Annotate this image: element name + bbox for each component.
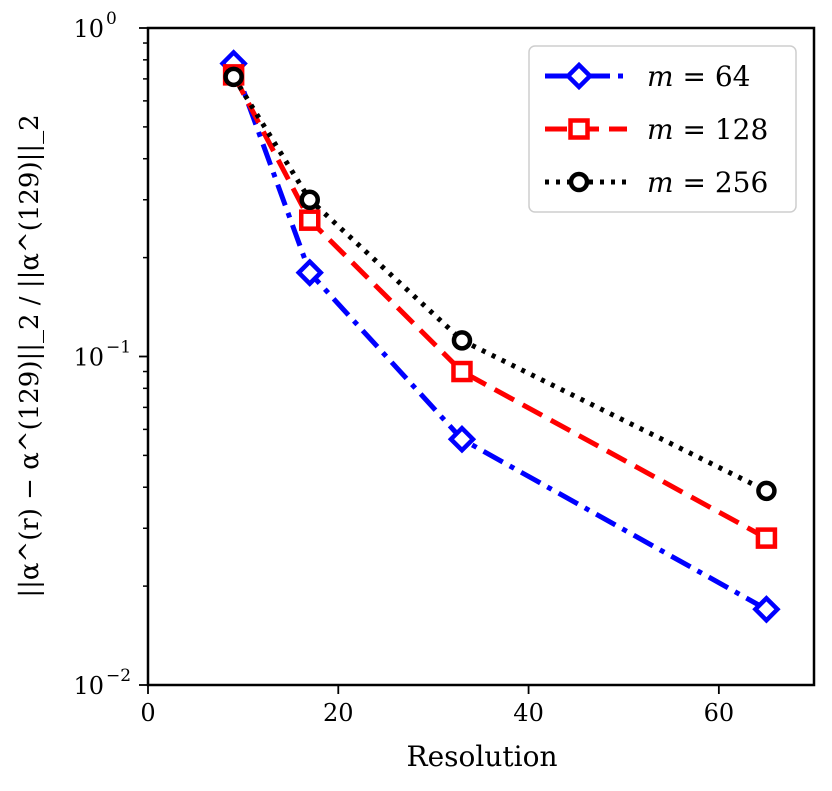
legend-marker-2	[568, 171, 590, 193]
data-point-0	[295, 258, 324, 287]
data-point-1	[298, 209, 321, 231]
legend-box	[528, 45, 797, 213]
legend-marker-0	[564, 61, 594, 91]
series-line-1	[231, 73, 768, 541]
data-point-0	[447, 425, 477, 454]
y-tick-label: 10	[73, 344, 104, 372]
legend-label-0: m = 64	[647, 60, 750, 93]
x-tick-label: 40	[513, 699, 544, 727]
plot-frame	[146, 26, 816, 687]
x-axis-label: Resolution	[407, 740, 558, 773]
data-point-2	[756, 480, 777, 502]
x-tick-label: 20	[323, 699, 354, 727]
data-point-1	[451, 360, 473, 383]
y-tick-label: 10	[73, 15, 104, 43]
series-line-0	[231, 62, 768, 612]
x-tick-label: 0	[140, 699, 155, 727]
y-tick-exponent: −2	[106, 666, 131, 686]
data-point-1	[755, 527, 778, 549]
y-tick-exponent: 0	[106, 9, 117, 29]
plot-area	[219, 49, 781, 624]
data-point-2	[223, 66, 244, 88]
legend-marker-1	[568, 118, 590, 140]
axis-labels: Resolution ||α^(r) − α^(129)||_2 / ||α^(…	[15, 114, 557, 773]
data-point-2	[299, 189, 320, 211]
x-tick-label: 60	[704, 699, 735, 727]
y-tick-label: 10	[73, 672, 104, 700]
data-point-2	[451, 330, 473, 351]
y-axis-label: ||α^(r) − α^(129)||_2 / ||α^(129)||_2	[15, 114, 45, 597]
legend-label-1: m = 128	[647, 113, 768, 146]
axes: 10 010 −110 −20 20 40 60	[73, 9, 816, 727]
y-tick-exponent: −1	[106, 338, 131, 358]
legend: m = 64 m = 128 m = 256	[528, 45, 797, 213]
data-point-0	[752, 595, 781, 624]
legend-label-2: m = 256	[647, 166, 768, 199]
